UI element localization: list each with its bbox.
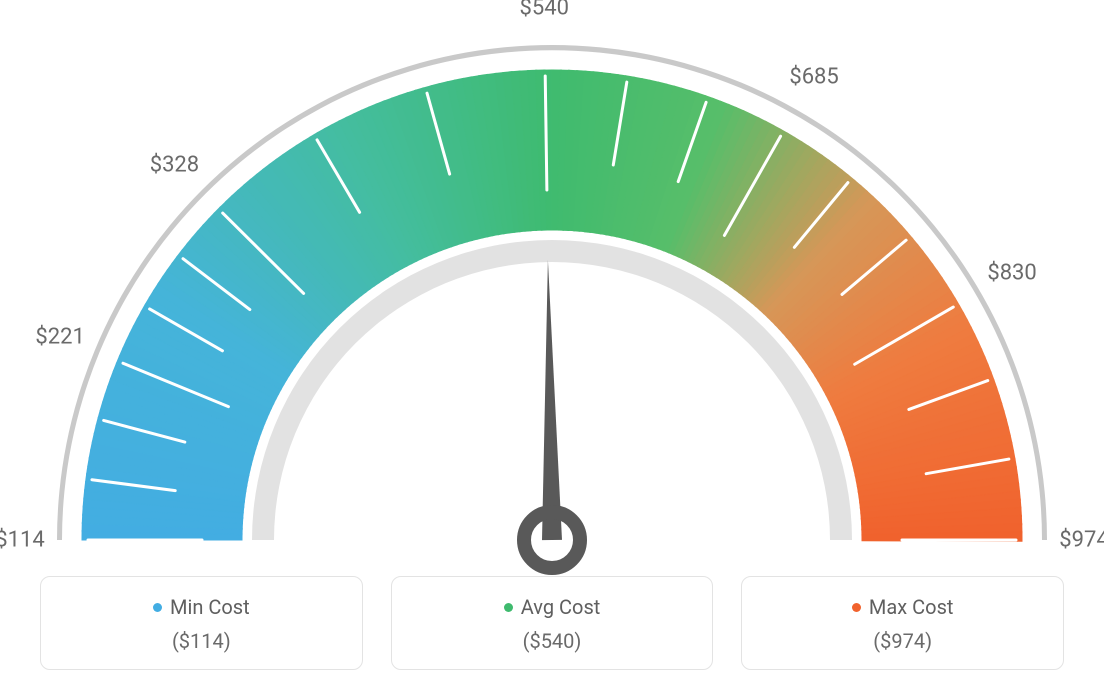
legend-card-avg: Avg Cost ($540) [391,576,714,670]
legend-title-text: Max Cost [869,595,954,619]
legend-card-max: Max Cost ($974) [741,576,1064,670]
gauge-svg [0,0,1104,580]
gauge-tick-label: $685 [789,65,838,90]
gauge-tick-label: $328 [150,153,199,178]
legend-value-min: ($114) [51,629,352,653]
gauge-tick-label: $221 [35,325,84,350]
gauge-tick-label: $974 [1059,528,1104,553]
legend-title-text: Avg Cost [521,595,601,619]
dot-icon [504,603,513,612]
legend-value-avg: ($540) [402,629,703,653]
gauge-tick-label: $114 [0,528,45,553]
legend-row: Min Cost ($114) Avg Cost ($540) Max Cost… [40,576,1064,670]
legend-title-max: Max Cost [852,595,954,619]
dot-icon [153,603,162,612]
legend-value-max: ($974) [752,629,1053,653]
cost-gauge: $114 $221 $328 $540 $685 $830 $974 [0,0,1104,580]
legend-title-text: Min Cost [170,595,250,619]
gauge-tick-label: $830 [987,260,1036,285]
legend-title-min: Min Cost [153,595,250,619]
gauge-tick-label: $540 [519,0,568,21]
legend-card-min: Min Cost ($114) [40,576,363,670]
dot-icon [852,603,861,612]
legend-title-avg: Avg Cost [504,595,601,619]
